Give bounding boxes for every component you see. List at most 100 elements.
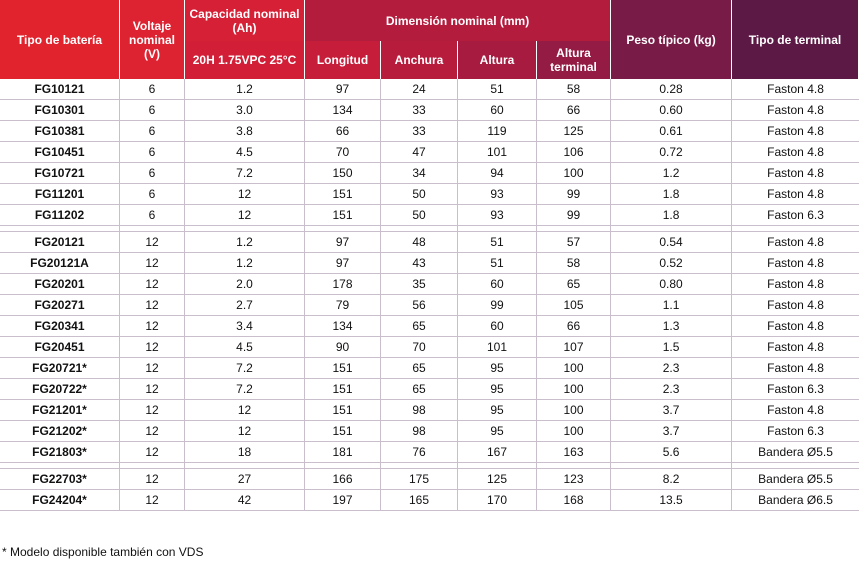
separator-cell [611,226,733,232]
table-row: FG10301 6 3.0 134 33 60 66 0.60 Faston 4.8 [0,100,859,121]
table-cell: 170 [458,490,537,511]
header-dimension: Dimensión nominal (mm) [305,0,612,41]
table-row: FG10721 6 7.2 150 34 94 100 1.2 Faston 4.8 [0,163,859,184]
table-cell: 3.4 [185,316,305,337]
separator-cell [732,463,859,469]
header-altura-terminal: Altura terminal [537,41,612,79]
table-cell: 151 [305,379,381,400]
table-cell: 7.2 [185,163,305,184]
table-cell: 3.7 [611,421,733,442]
footnote: * Modelo disponible también con VDS [2,545,204,559]
table-cell: 70 [381,337,458,358]
table-cell: 2.3 [611,358,733,379]
battery-model-cell: FG10381 [0,121,120,142]
table-cell: 43 [381,253,458,274]
table-row: FG20451 12 4.5 90 70 101 107 1.5 Faston 4.8 [0,337,859,358]
table-cell: 0.54 [611,232,733,253]
table-row: FG20341 12 3.4 134 65 60 66 1.3 Faston 4.8 [0,316,859,337]
table-cell: 1.1 [611,295,733,316]
table-cell: 12 [120,232,185,253]
table-cell: 8.2 [611,469,733,490]
table-cell: 2.3 [611,379,733,400]
table-cell: Faston 4.8 [732,337,859,358]
separator-cell [537,463,612,469]
table-cell: 66 [537,100,612,121]
table-cell: 12 [120,421,185,442]
table-cell: 93 [458,205,537,226]
table-row: FG11202 6 12 151 50 93 99 1.8 Faston 6.3 [0,205,859,226]
table-cell: 90 [305,337,381,358]
table-cell: Faston 4.8 [732,316,859,337]
table-row: FG20722* 12 7.2 151 65 95 100 2.3 Faston 6.3 [0,379,859,400]
table-cell: 4.5 [185,337,305,358]
table-row: FG11201 6 12 151 50 93 99 1.8 Faston 4.8 [0,184,859,205]
separator-cell [185,226,305,232]
table-cell: 51 [458,79,537,100]
table-cell: 99 [458,295,537,316]
table-cell: 151 [305,400,381,421]
separator-cell [305,463,381,469]
table-cell: 100 [537,379,612,400]
table-cell: 3.7 [611,400,733,421]
table-cell: 100 [537,358,612,379]
table-cell: 100 [537,163,612,184]
table-cell: 51 [458,232,537,253]
table-row: FG22703* 12 27 166 175 125 123 8.2 Bandera Ø5.5 [0,469,859,490]
battery-model-cell: FG20721* [0,358,120,379]
header-tipo-terminal: Tipo de terminal [732,0,859,79]
separator-cell [120,226,185,232]
table-cell: Faston 4.8 [732,79,859,100]
table-cell: 97 [305,232,381,253]
table-cell: 181 [305,442,381,463]
table-cell: 12 [185,421,305,442]
battery-model-cell: FG22703* [0,469,120,490]
table-cell: 12 [120,400,185,421]
table-cell: 0.28 [611,79,733,100]
battery-model-cell: FG20722* [0,379,120,400]
table-cell: 70 [305,142,381,163]
table-cell: 65 [537,274,612,295]
table-cell: 178 [305,274,381,295]
table-cell: 66 [537,316,612,337]
table-cell: Faston 4.8 [732,400,859,421]
table-cell: 123 [537,469,612,490]
separator-cell [732,226,859,232]
table-cell: 2.7 [185,295,305,316]
separator-cell [185,463,305,469]
separator-cell [120,463,185,469]
table-row: FG20201 12 2.0 178 35 60 65 0.80 Faston 4.8 [0,274,859,295]
table-cell: 57 [537,232,612,253]
table-cell: 12 [120,253,185,274]
table-cell: 33 [381,100,458,121]
table-row: FG21202* 12 12 151 98 95 100 3.7 Faston 6.3 [0,421,859,442]
table-cell: 79 [305,295,381,316]
table-cell: 6 [120,121,185,142]
header-longitud: Longitud [305,41,381,79]
battery-model-cell: FG21202* [0,421,120,442]
table-cell: 48 [381,232,458,253]
battery-model-cell: FG10451 [0,142,120,163]
battery-model-cell: FG11202 [0,205,120,226]
table-cell: 98 [381,400,458,421]
separator-cell [458,226,537,232]
battery-table: Tipo de batería Voltaje nominal (V) Capa… [0,0,859,511]
table-cell: 34 [381,163,458,184]
table-cell: 107 [537,337,612,358]
separator-cell [458,463,537,469]
table-row: FG20271 12 2.7 79 56 99 105 1.1 Faston 4.8 [0,295,859,316]
table-cell: 1.2 [185,253,305,274]
table-cell: 12 [120,379,185,400]
table-cell: 125 [537,121,612,142]
table-cell: Faston 6.3 [732,205,859,226]
table-cell: 97 [305,253,381,274]
separator-cell [381,226,458,232]
table-cell: Faston 4.8 [732,163,859,184]
table-row: FG21201* 12 12 151 98 95 100 3.7 Faston 4.8 [0,400,859,421]
table-row: FG20121 12 1.2 97 48 51 57 0.54 Faston 4.8 [0,232,859,253]
table-cell: 134 [305,316,381,337]
table-cell: 151 [305,184,381,205]
battery-model-cell: FG20271 [0,295,120,316]
battery-model-cell: FG20451 [0,337,120,358]
table-cell: 65 [381,379,458,400]
